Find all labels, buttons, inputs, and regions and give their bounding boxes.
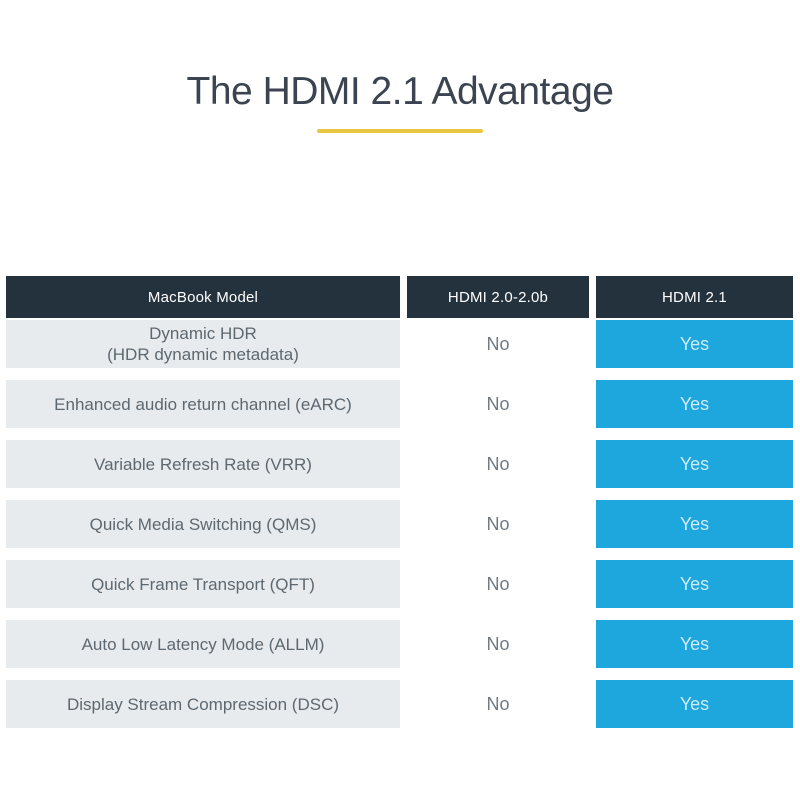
comparison-table: MacBook Model HDMI 2.0-2.0b HDMI 2.1 Dyn… — [6, 276, 793, 728]
hdmi21-value-cell: Yes — [596, 380, 793, 428]
feature-cell: Quick Media Switching (QMS) — [6, 500, 400, 548]
hdmi20-value-cell: No — [486, 453, 510, 474]
feature-cell: Enhanced audio return channel (eARC) — [6, 380, 400, 428]
hdmi20-value-cell: No — [486, 633, 510, 654]
hdmi21-value-cell: Yes — [596, 440, 793, 488]
title-underline-accent — [317, 129, 483, 133]
hdmi20-value-cell: No — [486, 333, 510, 354]
page-title: The HDMI 2.1 Advantage — [186, 70, 614, 113]
hdmi21-value-cell: Yes — [596, 680, 793, 728]
hdmi21-value-cell: Yes — [596, 500, 793, 548]
feature-cell: Display Stream Compression (DSC) — [6, 680, 400, 728]
hdmi21-value-cell: Yes — [596, 320, 793, 368]
header-cell-hdmi-2-0: HDMI 2.0-2.0b — [407, 276, 589, 318]
feature-cell: Quick Frame Transport (QFT) — [6, 560, 400, 608]
table-body: Dynamic HDR (HDR dynamic metadata) No Ye… — [6, 320, 793, 728]
table-header-row: MacBook Model HDMI 2.0-2.0b HDMI 2.1 — [6, 276, 793, 318]
hdmi20-value-cell: No — [486, 393, 510, 414]
hdmi20-value-cell: No — [486, 573, 510, 594]
hdmi21-value-cell: Yes — [596, 620, 793, 668]
hdmi21-value-cell: Yes — [596, 560, 793, 608]
header-cell-macbook-model: MacBook Model — [6, 276, 400, 318]
feature-cell: Auto Low Latency Mode (ALLM) — [6, 620, 400, 668]
header-cell-hdmi-2-1: HDMI 2.1 — [596, 276, 793, 318]
hdmi20-value-cell: No — [486, 693, 510, 714]
feature-cell: Variable Refresh Rate (VRR) — [6, 440, 400, 488]
feature-cell: Dynamic HDR (HDR dynamic metadata) — [6, 320, 400, 368]
hdmi20-value-cell: No — [486, 513, 510, 534]
